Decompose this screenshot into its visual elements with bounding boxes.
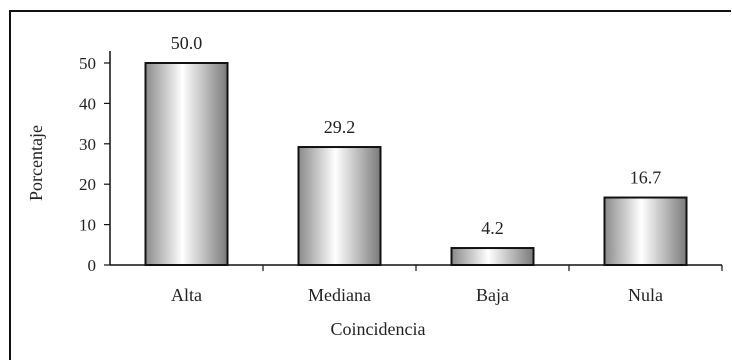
y-tick-label: 50	[79, 54, 96, 73]
data-label: 4.2	[481, 218, 504, 238]
data-label: 29.2	[324, 117, 356, 137]
y-tick-label: 10	[79, 216, 96, 235]
category-label: Nula	[628, 285, 663, 305]
category-label: Alta	[171, 285, 202, 305]
y-tick-label: 30	[79, 135, 96, 154]
bars	[144, 62, 688, 266]
y-tick-label: 40	[79, 94, 96, 113]
bar-chart: 0 10 20 30 40 50 50.0 Alta 29.2 Mediana 4.2 Baja 16…	[26, 33, 723, 339]
y-axis-title: Porcentaje	[26, 125, 46, 201]
bar-nula	[603, 196, 688, 266]
y-tick-label: 0	[88, 256, 97, 275]
data-label: 50.0	[171, 33, 203, 53]
bar-mediana	[297, 146, 382, 266]
chart-frame	[9, 10, 731, 360]
category-label: Mediana	[308, 285, 371, 305]
bar-baja	[450, 247, 535, 266]
x-axis-title: Coincidencia	[331, 319, 426, 339]
data-label: 16.7	[630, 168, 662, 188]
bar-alta	[144, 62, 229, 266]
labels: 50.0 Alta 29.2 Mediana 4.2 Baja 16.7 Nula	[171, 33, 663, 305]
category-label: Baja	[476, 285, 509, 305]
y-tick-label: 20	[79, 175, 96, 194]
